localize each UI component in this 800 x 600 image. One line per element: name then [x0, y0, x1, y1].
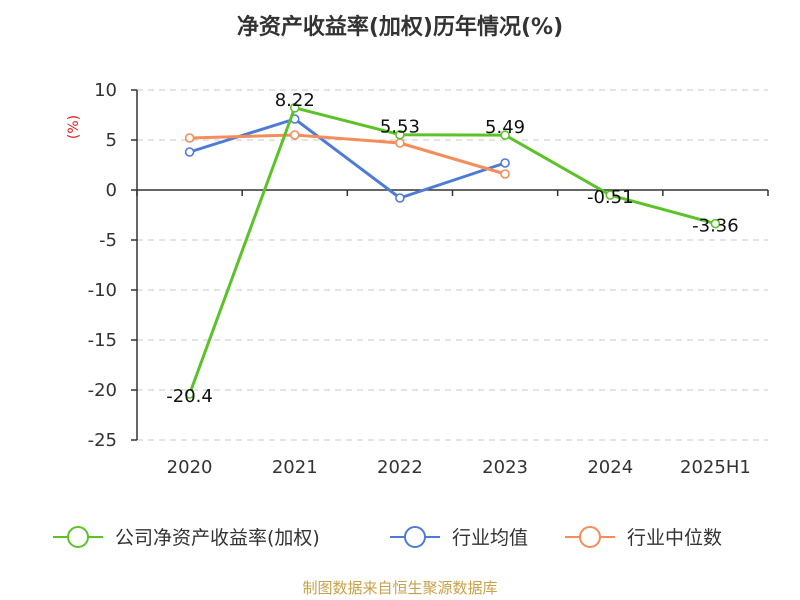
y-tick-label: -20: [88, 380, 117, 401]
data-label: -3.36: [692, 216, 739, 237]
y-tick-label: -15: [88, 330, 117, 351]
data-label: 5.53: [380, 117, 420, 138]
data-label: 8.22: [275, 90, 315, 111]
legend-swatch-marker: [67, 526, 89, 548]
data-point: [500, 169, 510, 179]
source-note: 制图数据来自恒生聚源数据库: [302, 579, 497, 597]
data-point: [605, 190, 616, 200]
legend-label: 公司净资产收益率(加权): [115, 527, 320, 549]
x-tick-label: 2025H1: [680, 457, 751, 478]
y-tick-label: 5: [106, 130, 117, 151]
data-point: [500, 158, 510, 168]
data-label-layer: -20.4 8.22 5.53 5.49 -0.51 -3.36: [166, 90, 738, 407]
data-point: [184, 147, 195, 157]
data-point: [289, 103, 300, 113]
legend-item: 公司净资产收益率(加权): [53, 526, 320, 549]
data-label: -0.51: [587, 187, 634, 208]
legend: 公司净资产收益率(加权) 行业均值 行业中位数: [53, 526, 722, 549]
y-tick-label: 0: [106, 180, 117, 201]
y-tick-label: -5: [99, 230, 117, 251]
x-tick-label: 2021: [272, 457, 318, 478]
data-point: [289, 130, 300, 140]
data-label: 5.49: [485, 117, 525, 138]
data-point: [395, 138, 405, 148]
series-line: [188, 106, 716, 395]
data-point: [395, 193, 405, 203]
grid-layer: [137, 89, 768, 441]
legend-swatch-marker: [579, 526, 601, 548]
legend-swatch-marker: [404, 526, 426, 548]
legend-item: 行业均值: [390, 526, 528, 549]
y-tick-label: 10: [94, 80, 117, 101]
legend-label: 行业均值: [452, 527, 528, 549]
x-tick-label: 2020: [167, 457, 213, 478]
series-line: [189, 133, 506, 176]
data-point: [710, 218, 721, 229]
legend-item: 行业中位数: [565, 526, 722, 549]
data-label: -20.4: [166, 386, 213, 407]
data-point: [184, 389, 195, 399]
chart-title: 净资产收益率(加权)历年情况(%): [237, 14, 563, 40]
legend-label: 行业中位数: [627, 527, 722, 549]
data-point: [184, 133, 195, 143]
data-point: [395, 129, 405, 140]
data-point: [500, 130, 510, 140]
y-axis-unit: (%): [66, 115, 82, 139]
x-tick-label: 2022: [377, 457, 423, 478]
x-tick-label: 2024: [587, 457, 633, 478]
y-tick-label: -25: [88, 430, 117, 451]
series-layer: [184, 103, 721, 399]
axis-layer: 10 5 0 -5 -10 -15 -20 -25 2020 2021 2022 2023 2024 20…: [88, 80, 769, 478]
y-tick-label: -10: [88, 280, 117, 301]
x-tick-label: 2023: [482, 457, 528, 478]
